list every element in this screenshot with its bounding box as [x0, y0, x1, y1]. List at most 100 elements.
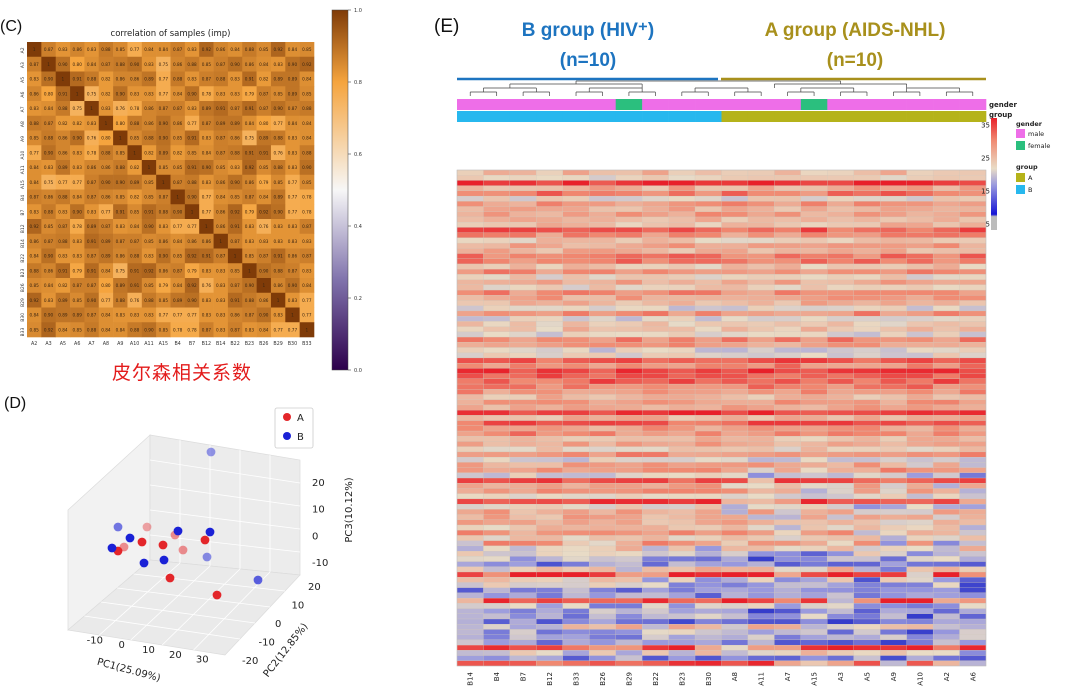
heatmap-cell — [589, 524, 616, 531]
heatmap-cell — [615, 582, 643, 588]
corr-cell-label: 0.86 — [216, 47, 226, 52]
heatmap-cell — [589, 363, 616, 369]
corr-cell — [184, 278, 200, 294]
heatmap-cell — [827, 436, 854, 442]
heatmap-cell — [747, 175, 775, 181]
heatmap-cell — [615, 566, 643, 573]
heatmap-cell — [483, 201, 511, 207]
corr-cell — [227, 56, 243, 72]
heatmap-cell — [906, 284, 934, 291]
corr-cell — [84, 322, 100, 338]
heatmap-cell — [906, 383, 934, 390]
corr-cell — [213, 322, 229, 338]
corr-cell — [270, 115, 286, 131]
heatmap-cell — [959, 195, 987, 202]
heatmap-cell — [721, 258, 749, 265]
heatmap-cell — [747, 300, 775, 306]
heatmap-cell — [747, 404, 775, 411]
correlation-heatmap: correlation of samples (imp)1 0.87 0.83 0.8… — [20, 8, 362, 374]
heatmap-cell — [694, 237, 722, 244]
heatmap-cell — [642, 316, 669, 322]
pca-legend-label-b: B — [297, 432, 304, 443]
gender-track-cell — [589, 99, 616, 110]
heatmap-cell — [932, 660, 960, 667]
heatmap-cell — [880, 650, 907, 656]
corr-cell-label: 0.83 — [245, 224, 255, 229]
heatmap-cell — [932, 211, 960, 218]
corr-cell-label: 0.77 — [130, 47, 140, 52]
heatmap-cell — [536, 571, 563, 578]
heatmap-cell — [536, 195, 563, 202]
corr-cell-label: 0.86 — [73, 47, 83, 52]
heatmap-cell — [642, 227, 669, 233]
corr-col-label: A10 — [130, 341, 139, 347]
heatmap-cell — [615, 378, 643, 385]
heatmap-cell — [536, 566, 563, 573]
corr-cell — [55, 307, 71, 323]
heatmap-cell — [589, 582, 616, 588]
corr-cell-label: 0.88 — [58, 195, 68, 200]
corr-cell — [227, 248, 243, 264]
corr-cell — [299, 189, 315, 205]
heatmap-cell — [483, 232, 511, 238]
corr-cell — [213, 263, 229, 279]
corr-cell — [199, 219, 214, 235]
heatmap-cell — [880, 514, 907, 520]
grid-line — [161, 568, 241, 646]
heatmap-cell — [959, 571, 987, 578]
corr-colorbar-tick-label: 1.0 — [354, 8, 362, 14]
heatmap-cell — [747, 185, 775, 192]
heatmap-cell — [642, 253, 669, 259]
corr-cell — [98, 307, 114, 323]
heatmap-cell — [853, 467, 881, 473]
corr-row-label: A5 — [20, 77, 26, 83]
corr-cell-label: 0.86 — [116, 77, 126, 82]
corr-colorbar-tick-label: 0.6 — [354, 152, 362, 158]
heatmap-cell — [668, 467, 696, 473]
corr-cell — [256, 248, 272, 264]
heatmap-cell — [721, 248, 749, 254]
corr-cell-label: 0.89 — [202, 106, 212, 111]
corr-cell-label: 1 — [105, 121, 108, 126]
heatmap-cell — [456, 300, 484, 306]
heatmap-cell — [747, 493, 775, 500]
heatmap-cell — [509, 399, 537, 406]
heatmap-cell — [668, 195, 696, 202]
heatmap-cell — [774, 566, 801, 573]
corr-cell-label: 0.77 — [302, 313, 312, 318]
corr-cell-label: 0.92 — [245, 165, 255, 170]
heatmap-cell — [694, 457, 722, 463]
heatmap-cell — [932, 352, 960, 359]
heatmap-cell — [721, 618, 749, 625]
pca-ytick: 20 — [308, 582, 321, 593]
heatmap-cell — [747, 284, 775, 291]
heatmap-cell — [562, 462, 590, 468]
heatmap-cell — [483, 556, 511, 562]
gender-track-label: gender — [989, 101, 1018, 109]
heatmap-cell — [774, 634, 801, 641]
heatmap-cell — [721, 639, 749, 646]
heatmap-cell — [959, 639, 987, 646]
heatmap-cell — [827, 650, 854, 656]
heatmap-cell — [483, 592, 511, 599]
heatmap-cell — [853, 551, 881, 557]
heatmap-cell — [509, 577, 537, 583]
corr-cell — [156, 204, 171, 220]
heatmap-cell — [456, 185, 484, 192]
heatmap-cell — [694, 545, 722, 552]
corr-cell-label: 0.83 — [230, 91, 240, 96]
heatmap-cell — [959, 289, 987, 296]
heatmap-cell — [456, 232, 484, 238]
corr-cell — [285, 130, 300, 146]
heatmap-cell — [456, 383, 484, 390]
heatmap-cell — [721, 451, 749, 458]
corr-cell — [27, 292, 42, 308]
legend-gender-title: gender — [1016, 120, 1043, 128]
heatmap-cell — [562, 436, 590, 442]
heatmap-cell — [668, 227, 696, 233]
heatmap-cell — [483, 545, 511, 552]
corr-cell-label: 0.87 — [302, 224, 312, 229]
heatmap-cell — [774, 618, 801, 625]
heatmap-cell — [959, 211, 987, 218]
heatmap-cell — [456, 488, 484, 494]
